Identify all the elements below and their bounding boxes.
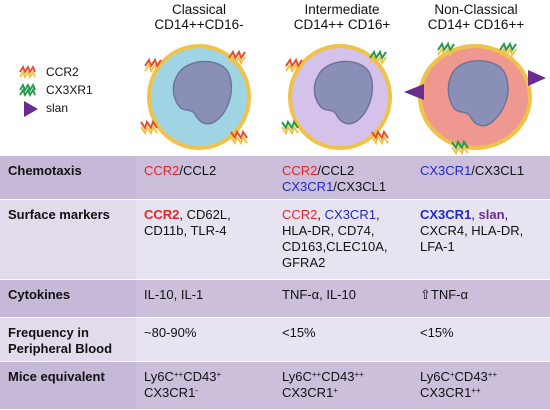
- cell-classical: IL-10, IL-1: [136, 279, 274, 318]
- row-header: Chemotaxis: [0, 156, 136, 200]
- marker-level: +: [449, 370, 455, 379]
- slan-text: slan: [478, 207, 505, 222]
- marker-text: , CD62L,: [179, 207, 231, 222]
- cell-nonclassical: ⇧TNF-α: [412, 279, 550, 318]
- marker-level: ++: [487, 370, 498, 379]
- table-row-chemotaxis: Chemotaxis CCR2/CCL2 CCR2/CCL2 CX3CR1/CX…: [0, 156, 550, 200]
- subset-title-classical: Classical CD14++CD16-: [134, 2, 264, 32]
- row-header: Surface markers: [0, 199, 136, 280]
- subset-title-intermediate: Intermediate CD14++ CD16+: [277, 2, 407, 32]
- table-row-frequency: Frequency in Peripheral Blood ~80-90% <1…: [0, 317, 550, 362]
- subset-name: Non-Classical: [434, 2, 518, 17]
- marker-text: CX3CR1: [420, 385, 472, 400]
- ccr2-text: CCR2: [282, 163, 318, 178]
- cx3cr1-text: CX3CR1: [420, 207, 472, 222]
- marker-level: +: [333, 386, 338, 395]
- legend-item-slan: slan: [18, 100, 108, 118]
- marker-level: ++: [311, 370, 322, 379]
- cell-nonclassical: CX3CR1/CX3CL1: [412, 156, 550, 200]
- monocyte-illustration: Classical CD14++CD16- Intermediate CD14+…: [0, 0, 550, 158]
- cell-intermediate: Ly6C++CD43++ CX3CR1+: [274, 361, 412, 410]
- separator-text: ,: [471, 207, 479, 222]
- ccr2-text: CCR2: [144, 207, 180, 222]
- separator-text: ,: [375, 207, 380, 222]
- marker-text: CX3CR1: [282, 385, 334, 400]
- cell-nonclassical: CX3CR1, slan, CXCR4, HLA-DR, LFA-1: [412, 199, 550, 280]
- ligand-text: /CX3CL1: [333, 179, 387, 194]
- row-header: Cytokines: [0, 279, 136, 318]
- legend-label: slan: [46, 101, 69, 115]
- legend-item-ccr2: CCR2: [18, 64, 108, 82]
- classical-monocyte-icon: [140, 44, 251, 150]
- marker-text: Ly6C: [144, 369, 174, 384]
- marker-text: CD43: [454, 369, 488, 384]
- ccr2-text: CCR2: [282, 207, 318, 222]
- nonclassical-monocyte-icon: [404, 41, 546, 156]
- cell-intermediate: CCR2, CX3CR1, HLA-DR, CD74, CD163,CLEC10…: [274, 199, 412, 280]
- subset-phenotype: CD14++ CD16+: [293, 17, 391, 32]
- separator-text: ,: [317, 207, 325, 222]
- ligand-text: /CX3CL1: [471, 163, 525, 178]
- marker-text: CXCR4, HLA-DR,: [420, 223, 524, 238]
- cell-nonclassical: Ly6C+CD43++ CX3CR1++: [412, 361, 550, 410]
- marker-text: Ly6C: [420, 369, 450, 384]
- marker-text: CD43: [321, 369, 355, 384]
- separator-text: ,: [504, 207, 509, 222]
- legend: CCR2 CX3XR1 slan: [18, 64, 108, 118]
- row-header-line: Peripheral Blood: [8, 341, 113, 356]
- row-header: Frequency in Peripheral Blood: [0, 317, 136, 362]
- marker-text: Ly6C: [282, 369, 312, 384]
- marker-text: LFA-1: [420, 239, 455, 254]
- cell-classical: Ly6C++CD43+ CX3CR1-: [136, 361, 274, 410]
- row-header: Mice equivalent: [0, 361, 136, 410]
- legend-item-cx3cr1: CX3XR1: [18, 82, 108, 100]
- table-row-cytokines: Cytokines IL-10, IL-1 TNF-α, IL-10 ⇧TNF-…: [0, 279, 550, 318]
- cx3cr1-text: CX3CR1: [282, 179, 334, 194]
- row-header-line: Frequency in: [8, 325, 89, 340]
- slan-triangle-icon: [24, 101, 38, 117]
- marker-level: ++: [173, 370, 184, 379]
- legend-label: CCR2: [46, 65, 79, 79]
- ligand-text: /CCL2: [179, 163, 217, 178]
- cell-intermediate: <15%: [274, 317, 412, 362]
- subset-name: Intermediate: [304, 2, 380, 17]
- ligand-text: /CCL2: [317, 163, 355, 178]
- monocyte-comparison-table: Chemotaxis CCR2/CCL2 CCR2/CCL2 CX3CR1/CX…: [0, 156, 550, 410]
- marker-text: GFRA2: [282, 255, 326, 270]
- marker-text: CX3CR1: [144, 385, 196, 400]
- marker-text: HLA-DR, CD74,: [282, 223, 375, 238]
- subset-title-nonclassical: Non-Classical CD14+ CD16++: [411, 2, 541, 32]
- subset-name: Classical: [171, 2, 226, 17]
- cx3cr1-text: CX3CR1: [420, 163, 472, 178]
- cx3cr1-text: CX3CR1: [324, 207, 376, 222]
- marker-level: ++: [354, 370, 364, 379]
- cell-nonclassical: <15%: [412, 317, 550, 362]
- ccr2-receptor-icon: [19, 64, 36, 80]
- marker-level: -: [195, 386, 198, 395]
- subset-phenotype: CD14+ CD16++: [427, 17, 525, 32]
- marker-text: CD163,CLEC10A,: [282, 239, 388, 254]
- marker-text: CD11b, TLR-4: [144, 223, 227, 238]
- cell-classical: CCR2/CCL2: [136, 156, 274, 200]
- intermediate-monocyte-icon: [281, 44, 392, 150]
- cx3cr1-receptor-icon: [19, 82, 36, 98]
- cell-intermediate: TNF-α, IL-10: [274, 279, 412, 318]
- table-row-surface-markers: Surface markers CCR2, CD62L, CD11b, TLR-…: [0, 199, 550, 280]
- cell-classical: ~80-90%: [136, 317, 274, 362]
- subset-phenotype: CD14++CD16-: [154, 17, 244, 32]
- cell-intermediate: CCR2/CCL2 CX3CR1/CX3CL1: [274, 156, 412, 200]
- ccr2-text: CCR2: [144, 163, 180, 178]
- table-row-mice-equivalent: Mice equivalent Ly6C++CD43+ CX3CR1- Ly6C…: [0, 361, 550, 410]
- marker-text: CD43: [183, 369, 217, 384]
- marker-level: +: [216, 370, 222, 379]
- legend-label: CX3XR1: [46, 83, 93, 97]
- cell-classical: CCR2, CD62L, CD11b, TLR-4: [136, 199, 274, 280]
- marker-level: ++: [471, 386, 481, 395]
